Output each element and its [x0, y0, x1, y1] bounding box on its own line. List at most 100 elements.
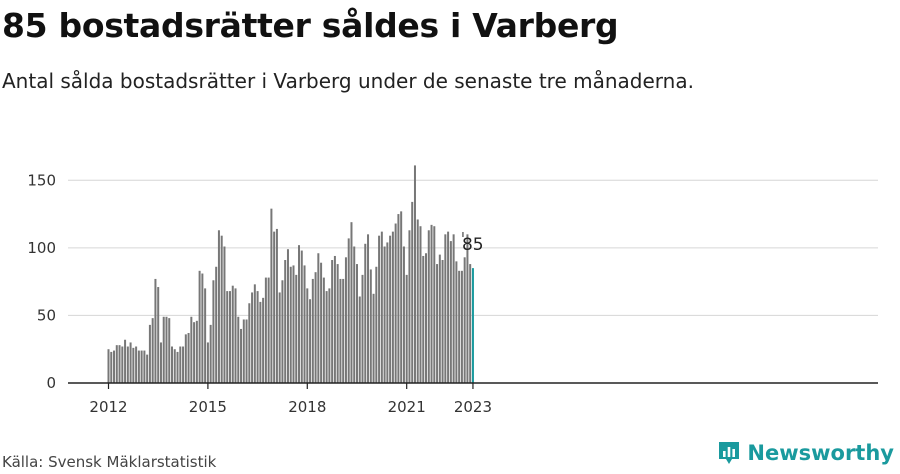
bar [132, 347, 135, 383]
bar [383, 246, 386, 383]
bar [339, 278, 342, 383]
bar [364, 243, 367, 383]
bar [391, 231, 394, 383]
bar [171, 346, 173, 383]
bar [402, 246, 405, 383]
bar [419, 226, 422, 383]
bar [135, 346, 138, 383]
source-note: Källa: Svensk Mäklarstatistik [2, 453, 217, 471]
bar [361, 274, 364, 383]
bar [184, 334, 187, 383]
bar [267, 277, 270, 383]
brand-logo: Newsworthy [717, 440, 894, 466]
bar [165, 316, 168, 383]
bar [273, 231, 276, 383]
chart-subtitle: Antal sålda bostadsrätter i Varberg unde… [2, 69, 694, 93]
bar [295, 274, 298, 383]
bar [355, 264, 358, 383]
bar [320, 262, 323, 383]
bar [157, 287, 160, 383]
bar [278, 292, 281, 383]
bar [143, 350, 146, 383]
bar [303, 265, 306, 383]
bar [209, 324, 212, 383]
bar [309, 299, 312, 383]
bar [438, 254, 441, 383]
bar [389, 235, 392, 383]
bar [469, 264, 472, 383]
bar [333, 255, 336, 383]
bar [311, 278, 314, 383]
bar [380, 231, 383, 383]
bar [176, 351, 179, 383]
bar [220, 235, 223, 383]
bar [411, 201, 414, 383]
bar [322, 277, 325, 383]
bar [113, 350, 116, 383]
bar [375, 266, 378, 383]
bar [430, 224, 433, 383]
chart-title: 85 bostadsrätter såldes i Varberg [2, 6, 619, 45]
bar [173, 349, 176, 383]
bar [237, 316, 240, 383]
bar [212, 280, 215, 383]
bar [350, 222, 353, 383]
x-tick-label: 2021 [388, 398, 426, 416]
bar [397, 214, 400, 383]
bar [215, 266, 218, 383]
annotation-label: 85 [462, 235, 484, 255]
y-tick-label: 0 [46, 374, 56, 392]
bar [342, 278, 345, 383]
bar [436, 264, 439, 383]
y-axis: 0 50 100 150 [27, 171, 56, 392]
bar [159, 342, 162, 383]
bar [286, 249, 289, 383]
bar [466, 234, 469, 383]
y-tick-label: 150 [27, 171, 56, 189]
bar [328, 288, 331, 383]
bar [245, 319, 248, 383]
bar [369, 269, 372, 383]
bar [317, 253, 320, 383]
bar [228, 291, 231, 383]
bar [281, 280, 284, 383]
bar [298, 245, 301, 383]
bar [223, 246, 226, 383]
bar [413, 165, 416, 383]
bar [226, 291, 229, 383]
bar [140, 350, 143, 383]
bar [256, 291, 259, 383]
x-tick-label: 2012 [89, 398, 127, 416]
bar [195, 320, 198, 383]
y-tick-label: 50 [37, 306, 56, 324]
bar [400, 211, 403, 383]
bar [275, 228, 278, 383]
bar [151, 318, 154, 383]
bar [427, 230, 430, 383]
bar-chart-logo-icon [719, 442, 740, 464]
bars [107, 165, 474, 383]
y-tick-label: 100 [27, 239, 56, 257]
bar [460, 270, 463, 383]
bar [394, 223, 397, 383]
bar [262, 297, 265, 383]
bar [121, 346, 124, 383]
bar [463, 257, 466, 383]
bar [264, 277, 267, 383]
bar [217, 230, 220, 383]
bar [353, 246, 356, 383]
bar [444, 234, 447, 383]
bar [110, 351, 113, 383]
bar [325, 291, 328, 383]
x-tick-label: 2018 [288, 398, 326, 416]
bar [251, 292, 254, 383]
bar [107, 349, 110, 383]
bar [231, 285, 234, 383]
bar [367, 234, 370, 383]
brand-name: Newsworthy [747, 441, 894, 465]
bar [471, 268, 474, 383]
bar [154, 278, 157, 383]
bar [240, 328, 243, 383]
bar [358, 296, 361, 383]
bar [378, 235, 381, 383]
